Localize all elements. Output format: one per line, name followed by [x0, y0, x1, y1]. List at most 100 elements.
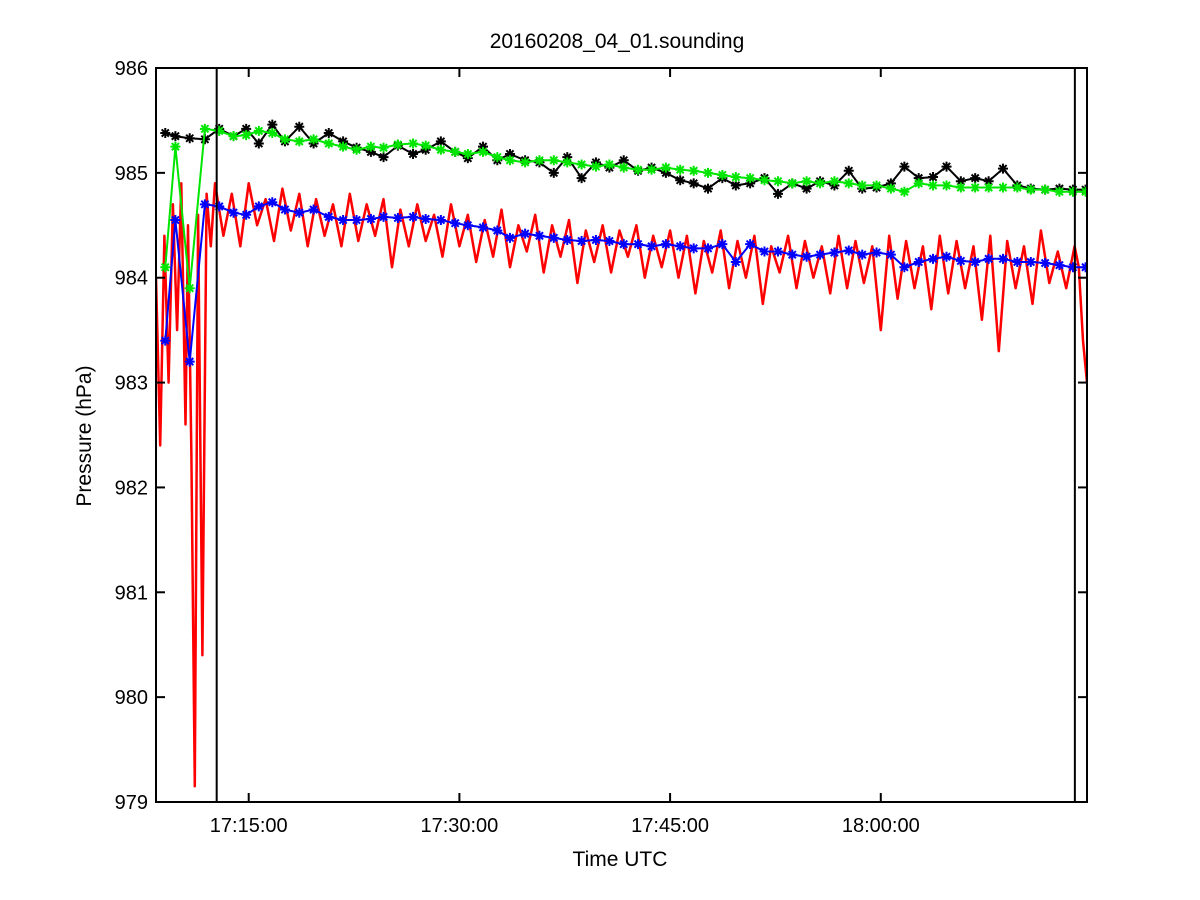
- data-point: [857, 180, 868, 191]
- data-point: [928, 253, 939, 264]
- data-point: [199, 123, 210, 134]
- data-point: [688, 178, 699, 189]
- data-point: [759, 246, 770, 257]
- data-point: [745, 178, 756, 189]
- x-tick-label: 18:00:00: [842, 815, 920, 837]
- data-point: [450, 146, 461, 157]
- data-point: [241, 130, 252, 141]
- data-point: [214, 125, 225, 136]
- data-point: [857, 249, 868, 260]
- data-point: [548, 155, 559, 166]
- data-point: [267, 128, 278, 139]
- data-point: [772, 188, 783, 199]
- data-point: [184, 283, 195, 294]
- data-point: [450, 218, 461, 229]
- plot-area: [156, 68, 1087, 802]
- data-point: [435, 215, 446, 226]
- y-tick-label: 986: [115, 58, 148, 80]
- data-point: [928, 180, 939, 191]
- y-tick-label: 984: [115, 268, 148, 290]
- data-point: [787, 249, 798, 260]
- data-point: [745, 173, 756, 184]
- data-point: [392, 139, 403, 150]
- series-line: [164, 127, 1086, 290]
- y-tick-label: 983: [115, 373, 148, 395]
- data-point: [1012, 256, 1023, 267]
- data-point: [492, 152, 503, 163]
- data-point: [338, 215, 349, 226]
- data-point: [228, 131, 239, 142]
- data-point: [941, 251, 952, 262]
- data-point: [829, 247, 840, 258]
- data-point: [970, 182, 981, 193]
- data-point: [378, 211, 389, 222]
- data-point: [899, 262, 910, 273]
- data-point: [548, 232, 559, 243]
- data-point: [562, 234, 573, 245]
- data-point: [730, 172, 741, 183]
- data-point: [997, 163, 1008, 174]
- data-point: [843, 165, 854, 176]
- data-point: [843, 245, 854, 256]
- data-point: [504, 232, 515, 243]
- data-point: [871, 247, 882, 258]
- data-point: [323, 138, 334, 149]
- data-point: [745, 239, 756, 250]
- data-point: [1067, 186, 1078, 197]
- data-point: [504, 155, 515, 166]
- data-point: [955, 176, 966, 187]
- data-point: [338, 141, 349, 152]
- x-tick-label: 17:30:00: [420, 815, 498, 837]
- data-point: [899, 186, 910, 197]
- data-point: [955, 182, 966, 193]
- data-point: [365, 213, 376, 224]
- data-point: [228, 207, 239, 218]
- data-point: [294, 121, 305, 132]
- data-point: [1080, 262, 1087, 273]
- data-point: [703, 243, 714, 254]
- data-point: [323, 128, 334, 139]
- y-tick-label: 980: [115, 687, 148, 709]
- data-point: [590, 234, 601, 245]
- data-point: [703, 183, 714, 194]
- data-point: [160, 262, 171, 273]
- data-point: [160, 128, 171, 139]
- data-point: [323, 211, 334, 222]
- data-point: [253, 201, 264, 212]
- data-point: [160, 335, 171, 346]
- data-point: [1012, 182, 1023, 193]
- data-point: [703, 167, 714, 178]
- data-point: [885, 178, 896, 189]
- data-point: [199, 199, 210, 210]
- y-tick-label: 979: [115, 792, 148, 814]
- data-point: [477, 141, 488, 152]
- data-point: [717, 239, 728, 250]
- data-point: [1040, 258, 1051, 269]
- data-point: [477, 222, 488, 233]
- data-point: [365, 146, 376, 157]
- data-point: [1025, 184, 1036, 195]
- data-point: [646, 241, 657, 252]
- data-point: [308, 134, 319, 145]
- data-point: [170, 215, 181, 226]
- data-point: [772, 246, 783, 257]
- data-point: [534, 230, 545, 241]
- data-point: [983, 176, 994, 187]
- series-line: [156, 182, 1087, 788]
- data-point: [504, 148, 515, 159]
- data-point: [184, 356, 195, 367]
- data-point: [241, 209, 252, 220]
- data-point: [338, 136, 349, 147]
- y-tick-label: 981: [115, 582, 148, 604]
- x-tick-label: 17:15:00: [210, 815, 288, 837]
- y-tick-label: 985: [115, 163, 148, 185]
- data-point: [604, 159, 615, 170]
- data-point: [618, 162, 629, 173]
- data-point: [997, 182, 1008, 193]
- data-point: [351, 144, 362, 155]
- data-point: [660, 162, 671, 173]
- data-point: [801, 176, 812, 187]
- data-point: [913, 178, 924, 189]
